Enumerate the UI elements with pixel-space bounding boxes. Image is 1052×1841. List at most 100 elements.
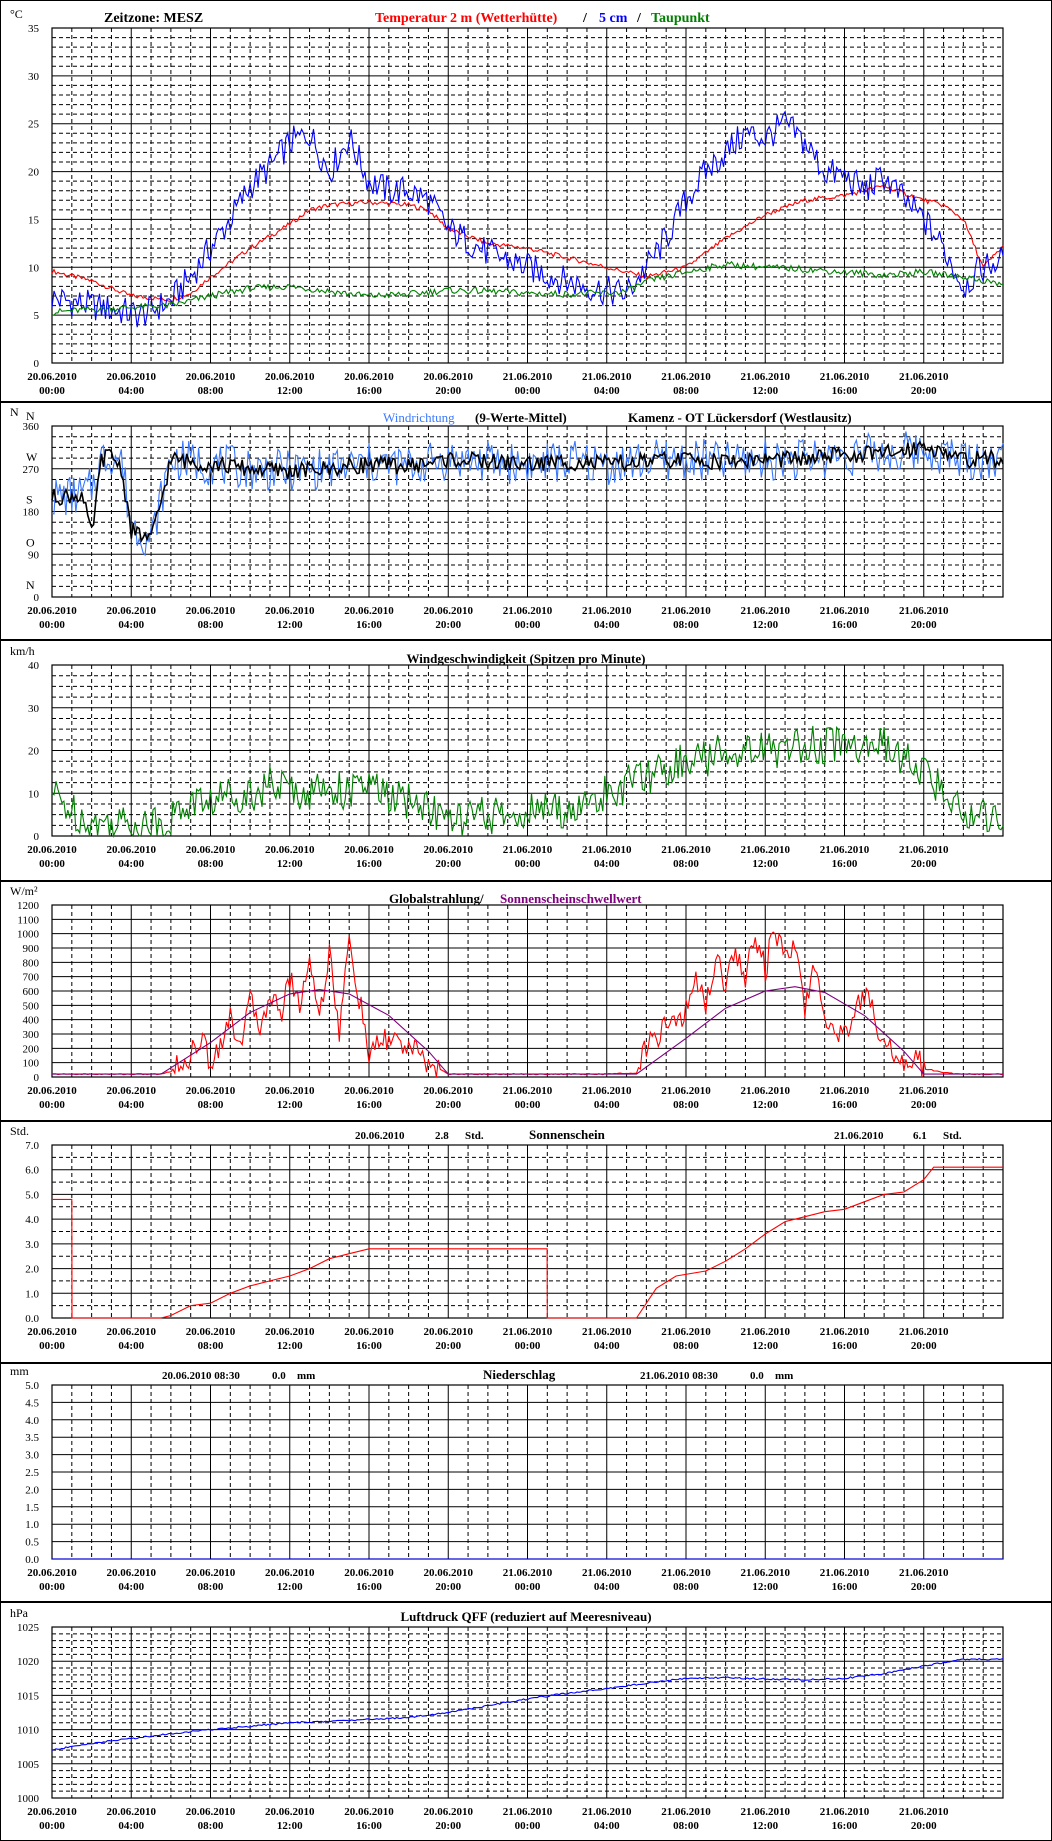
x-tick-date: 21.06.2010 bbox=[741, 844, 791, 856]
x-tick-date: 21.06.2010 bbox=[899, 605, 949, 617]
x-tick-date: 20.06.2010 bbox=[107, 844, 157, 856]
x-tick-date: 20.06.2010 bbox=[424, 371, 474, 383]
x-tick-time: 00:00 bbox=[39, 1581, 65, 1593]
x-tick-date: 20.06.2010 bbox=[344, 1085, 394, 1097]
x-tick-time: 12:00 bbox=[752, 385, 778, 397]
x-tick-time: 00:00 bbox=[39, 1099, 65, 1111]
y-tick-label: 0 bbox=[34, 831, 40, 843]
y-tick-label: 800 bbox=[23, 957, 40, 969]
x-tick-time: 08:00 bbox=[198, 1340, 224, 1352]
x-tick-time: 00:00 bbox=[39, 858, 65, 870]
x-tick-date: 20.06.2010 bbox=[107, 1806, 157, 1818]
x-tick-time: 12:00 bbox=[752, 1340, 778, 1352]
x-tick-time: 16:00 bbox=[832, 1099, 858, 1111]
x-tick-time: 16:00 bbox=[832, 385, 858, 397]
x-tick-date: 20.06.2010 bbox=[265, 1567, 315, 1579]
x-tick-time: 20:00 bbox=[435, 619, 461, 631]
sunshine-day2-unit: Std. bbox=[943, 1130, 962, 1142]
y-tick-label: 360 bbox=[23, 421, 40, 433]
y-tick-label: 300 bbox=[23, 1029, 40, 1041]
x-tick-time: 08:00 bbox=[673, 1820, 699, 1832]
x-tick-date: 20.06.2010 bbox=[186, 1567, 236, 1579]
x-tick-time: 04:00 bbox=[118, 858, 144, 870]
y-tick-label: 2.0 bbox=[25, 1484, 39, 1496]
series-line-temperature-1 bbox=[51, 110, 1004, 328]
x-tick-time: 00:00 bbox=[515, 385, 541, 397]
x-tick-time: 04:00 bbox=[118, 385, 144, 397]
x-tick-time: 08:00 bbox=[198, 858, 224, 870]
x-tick-time: 04:00 bbox=[118, 1340, 144, 1352]
y-tick-label: 1.0 bbox=[25, 1519, 39, 1531]
y-tick-label: 40 bbox=[28, 660, 40, 672]
wind-direction-chart: 0 90 180 270 360 20.06.2010 00:00 20.06.2010 04:… bbox=[0, 402, 1052, 640]
x-tick-time: 12:00 bbox=[277, 1340, 303, 1352]
y-tick-label: 25 bbox=[28, 119, 40, 131]
y-tick-label: 0 bbox=[34, 358, 40, 370]
x-tick-date: 21.06.2010 bbox=[820, 844, 870, 856]
x-tick-time: 04:00 bbox=[118, 619, 144, 631]
y-tick-label: 5.0 bbox=[25, 1189, 39, 1201]
x-tick-date: 21.06.2010 bbox=[820, 605, 870, 617]
y-tick-label: 700 bbox=[23, 972, 40, 984]
y-tick-label: 100 bbox=[23, 1058, 40, 1070]
sunshine-chart: 0.0 1.0 2.0 3.0 4.0 5.0 6.0 7.0 20.06.2010 00:00 2… bbox=[0, 1121, 1052, 1363]
x-tick-time: 16:00 bbox=[832, 619, 858, 631]
x-tick-date: 21.06.2010 bbox=[582, 844, 632, 856]
x-tick-date: 21.06.2010 bbox=[899, 1326, 949, 1338]
x-tick-time: 12:00 bbox=[277, 619, 303, 631]
y-tick-label: 0.0 bbox=[25, 1554, 39, 1566]
x-tick-time: 12:00 bbox=[752, 1581, 778, 1593]
x-tick-time: 00:00 bbox=[39, 1340, 65, 1352]
x-tick-time: 20:00 bbox=[911, 619, 937, 631]
x-tick-date: 21.06.2010 bbox=[582, 1085, 632, 1097]
x-tick-date: 20.06.2010 bbox=[344, 1326, 394, 1338]
y-tick-label: 1.0 bbox=[25, 1288, 39, 1300]
x-tick-time: 20:00 bbox=[911, 1340, 937, 1352]
x-tick-date: 20.06.2010 bbox=[265, 371, 315, 383]
x-tick-date: 21.06.2010 bbox=[582, 1326, 632, 1338]
x-tick-date: 20.06.2010 bbox=[265, 1326, 315, 1338]
x-tick-time: 08:00 bbox=[673, 1581, 699, 1593]
sunshine-title: Sonnenschein bbox=[529, 1127, 606, 1142]
precip-day2-date: 21.06.2010 08:30 bbox=[640, 1370, 718, 1382]
x-tick-date: 21.06.2010 bbox=[899, 1567, 949, 1579]
x-tick-time: 08:00 bbox=[673, 1099, 699, 1111]
y-tick-label: 1000 bbox=[17, 1793, 40, 1805]
x-tick-time: 00:00 bbox=[515, 1340, 541, 1352]
x-tick-time: 12:00 bbox=[277, 385, 303, 397]
x-tick-time: 16:00 bbox=[832, 858, 858, 870]
x-tick-time: 04:00 bbox=[118, 1581, 144, 1593]
unit-label: °C bbox=[10, 7, 23, 21]
precip-day1-unit: mm bbox=[297, 1370, 315, 1382]
x-tick-date: 20.06.2010 bbox=[424, 1806, 474, 1818]
x-tick-time: 20:00 bbox=[911, 1099, 937, 1111]
x-tick-time: 04:00 bbox=[594, 619, 620, 631]
x-tick-date: 21.06.2010 bbox=[661, 844, 711, 856]
x-tick-time: 20:00 bbox=[911, 1581, 937, 1593]
precipitation-panel: 0.0 0.5 1.0 1.5 2.0 2.5 3.0 3.5 4.0 4.5 5.0 20.06.2… bbox=[0, 1363, 1052, 1602]
x-tick-date: 20.06.2010 bbox=[107, 1085, 157, 1097]
y-tick-label: 200 bbox=[23, 1043, 40, 1055]
x-tick-date: 21.06.2010 bbox=[582, 1806, 632, 1818]
x-tick-time: 20:00 bbox=[911, 858, 937, 870]
x-tick-date: 20.06.2010 bbox=[344, 844, 394, 856]
x-tick-date: 21.06.2010 bbox=[741, 605, 791, 617]
legend-item: / bbox=[636, 11, 642, 26]
x-tick-date: 20.06.2010 bbox=[344, 1806, 394, 1818]
precip-day2-unit: mm bbox=[775, 1370, 793, 1382]
x-tick-date: 21.06.2010 bbox=[661, 1326, 711, 1338]
x-tick-time: 12:00 bbox=[277, 1581, 303, 1593]
x-tick-date: 21.06.2010 bbox=[899, 371, 949, 383]
series-line-winddir-0 bbox=[51, 431, 1004, 557]
winddir-title: Windrichtung bbox=[383, 410, 455, 425]
x-tick-date: 20.06.2010 bbox=[344, 1567, 394, 1579]
y-tick-label: 20 bbox=[28, 746, 40, 758]
y-tick-label: 0 bbox=[34, 592, 40, 604]
x-tick-time: 04:00 bbox=[594, 1820, 620, 1832]
series-line-sunshine-0 bbox=[52, 1166, 1003, 1319]
x-tick-time: 04:00 bbox=[118, 1099, 144, 1111]
x-tick-time: 20:00 bbox=[435, 385, 461, 397]
x-tick-date: 21.06.2010 bbox=[661, 1085, 711, 1097]
x-tick-time: 00:00 bbox=[515, 1820, 541, 1832]
precip-day1-value: 0.0 bbox=[272, 1370, 286, 1382]
